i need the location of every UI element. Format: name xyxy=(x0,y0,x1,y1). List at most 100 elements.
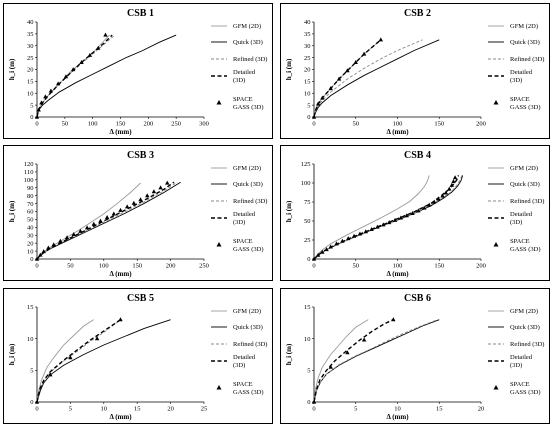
legend-label-line: Detailed xyxy=(233,211,256,218)
data-point xyxy=(410,211,415,215)
data-point xyxy=(328,364,333,369)
series-line xyxy=(313,175,463,260)
y-tick-label: 30 xyxy=(27,232,34,239)
series-line xyxy=(36,319,95,403)
legend-label: Detailed (3D) xyxy=(510,354,533,369)
x-tick-label: 5 xyxy=(354,406,357,413)
y-axis-label: h_i (m) xyxy=(8,58,16,80)
data-point xyxy=(55,81,61,86)
data-point xyxy=(381,222,386,227)
x-tick-label: 150 xyxy=(132,263,142,270)
series-line xyxy=(313,319,440,403)
y-tick-label: 35 xyxy=(304,31,311,38)
legend-label-line: Detailed xyxy=(510,354,533,361)
data-point xyxy=(391,317,396,322)
y-axis-label: h_i (m) xyxy=(285,200,293,222)
data-point xyxy=(34,256,40,261)
y-tick-label: 70 xyxy=(27,201,34,208)
legend-label-line: SPACE xyxy=(510,96,530,103)
data-point xyxy=(320,249,325,254)
data-point xyxy=(351,233,357,238)
legend-label-line: (3D) xyxy=(233,362,245,369)
data-point xyxy=(449,182,454,187)
data-point xyxy=(320,95,325,100)
x-tick-label: 20 xyxy=(478,406,485,413)
series-line xyxy=(313,175,460,260)
chart-svg: CSB 30 50 100 150 200 25001020304050607080901… xyxy=(8,150,267,278)
x-tick-label: 25 xyxy=(201,406,208,413)
y-tick-label: 10 xyxy=(304,336,311,343)
data-point xyxy=(328,86,333,91)
data-point xyxy=(392,217,398,222)
chart-title: CSB 6 xyxy=(404,293,431,304)
y-tick-label: 35 xyxy=(27,31,34,38)
legend-label: Detailed (3D) xyxy=(233,211,256,226)
x-tick-label: 0 xyxy=(312,263,315,270)
data-point xyxy=(63,74,69,79)
legend-label: Quick (3D) xyxy=(510,181,540,188)
legend-label: Quick (3D) xyxy=(233,39,263,46)
y-tick-label: 30 xyxy=(304,43,311,50)
legend-label-line: (3D) xyxy=(233,77,245,84)
y-tick-label: 100 xyxy=(24,177,34,184)
legend-label-line: SPACE xyxy=(510,381,530,388)
data-point xyxy=(94,336,100,341)
data-point xyxy=(98,218,103,223)
series-line xyxy=(313,39,440,118)
x-tick-label: 0 xyxy=(35,263,38,270)
data-point xyxy=(64,235,70,240)
y-tick-label: 0 xyxy=(30,399,33,406)
y-tick-label: 10 xyxy=(27,248,34,255)
data-point xyxy=(315,252,321,257)
data-point xyxy=(70,67,76,72)
data-point xyxy=(103,32,108,37)
data-point xyxy=(58,238,63,243)
data-point xyxy=(71,232,76,237)
data-point xyxy=(34,114,40,119)
x-tick-label: 15 xyxy=(436,406,443,413)
y-tick-label: 20 xyxy=(304,67,311,74)
chart-title: CSB 3 xyxy=(127,150,154,161)
y-tick-label: 25 xyxy=(304,237,311,244)
legend-label: Quick (3D) xyxy=(233,324,263,331)
x-tick-label: 150 xyxy=(434,121,444,128)
x-tick-label: 10 xyxy=(394,406,401,413)
x-tick-label: 50 xyxy=(353,121,360,128)
data-point xyxy=(91,221,96,226)
x-tick-label: 100 xyxy=(88,121,98,128)
y-tick-label: 0 xyxy=(30,114,33,121)
data-point xyxy=(416,208,421,213)
legend-label: Detailed (3D) xyxy=(510,211,533,226)
data-point xyxy=(345,350,350,355)
chart-title: CSB 1 xyxy=(127,8,154,19)
data-point xyxy=(48,88,54,93)
data-point xyxy=(118,207,123,212)
legend-label: Refined (3D) xyxy=(510,56,544,63)
legend-marker xyxy=(216,100,222,105)
legend-label: GFM (2D) xyxy=(233,165,261,172)
legend-label-line: Detailed xyxy=(233,354,256,361)
data-point xyxy=(324,247,329,252)
x-tick-label: 200 xyxy=(476,121,486,128)
y-tick-label: 25 xyxy=(27,55,34,62)
data-point xyxy=(378,37,383,42)
y-tick-label: 75 xyxy=(304,199,311,206)
legend-label-line: Refined (3D) xyxy=(233,56,267,63)
x-tick-label: 5 xyxy=(69,406,72,413)
legend-label: GFM (2D) xyxy=(510,23,538,30)
y-tick-label: 100 xyxy=(301,180,311,187)
x-axis-label: Δ (mm) xyxy=(386,270,409,278)
data-point xyxy=(145,193,150,198)
data-point xyxy=(158,185,163,190)
legend-label-line: GFM (2D) xyxy=(510,23,538,30)
series-line xyxy=(313,39,423,118)
data-point xyxy=(443,190,449,195)
y-axis-label: h_i (m) xyxy=(285,343,293,365)
chart-panel-csb-6: CSB 6 0 5 10 15 20 0 5 10 15 Δ (mm) h_i (m) GFM (2D)… xyxy=(280,288,550,424)
y-axis-label: h_i (m) xyxy=(8,343,16,365)
legend-label-line: Detailed xyxy=(233,69,256,76)
legend-label-line: GFM (2D) xyxy=(510,308,538,315)
legend-label: SPACE GASS (3D) xyxy=(233,238,264,253)
legend-label-line: GASS (3D) xyxy=(233,104,264,111)
y-tick-label: 5 xyxy=(30,368,33,375)
